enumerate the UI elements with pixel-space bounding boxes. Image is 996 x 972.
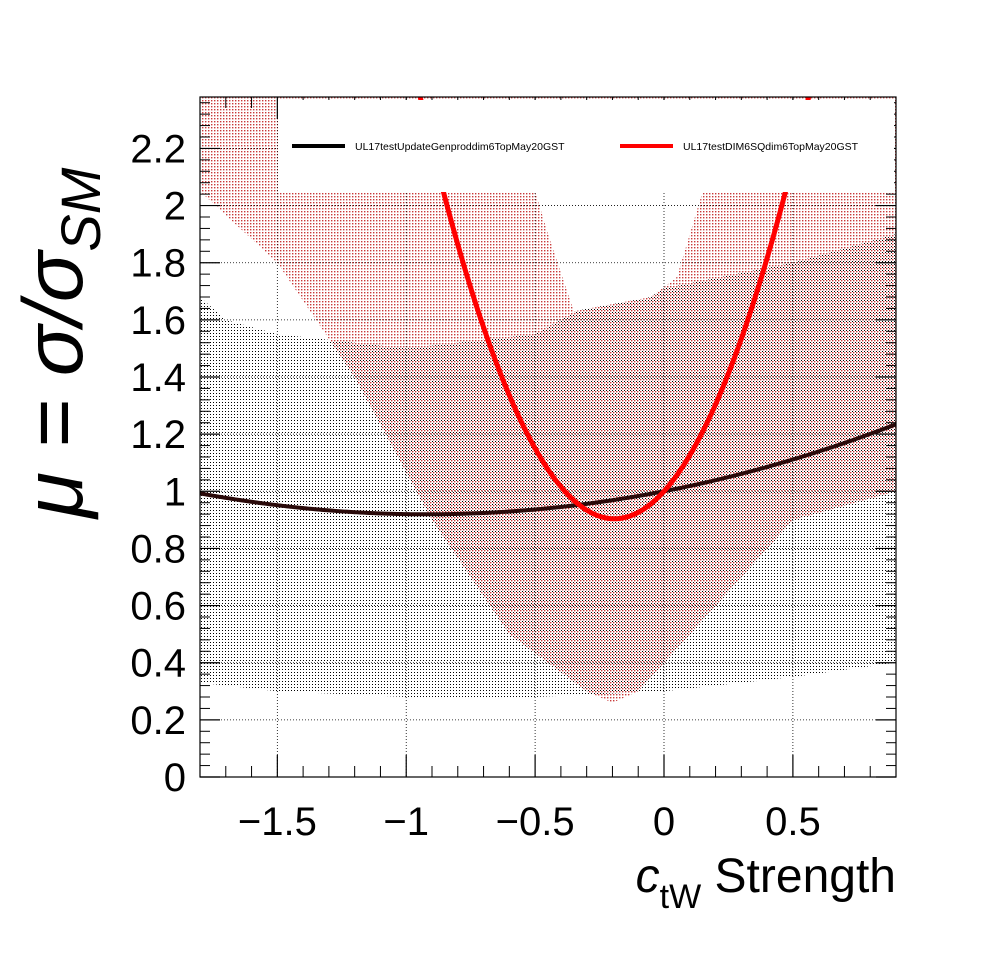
y-tick-label: 1 (164, 470, 186, 514)
legend-box (278, 100, 894, 192)
svg-text:μ = σ/σSM: μ = σ/σSM (6, 167, 112, 520)
series-line-1 (417, 97, 812, 522)
x-tick-label: 0.5 (765, 800, 821, 844)
y-axis-lhs: μ = σ/σ (6, 248, 100, 520)
y-tick-label: 0 (164, 756, 186, 800)
x-axis-subscript: tW (660, 878, 702, 916)
y-tick-label: 0.2 (130, 699, 186, 743)
y-tick-label: 0.8 (130, 527, 186, 571)
x-tick-label: 0 (653, 800, 675, 844)
axes: −1.5 −1 −0.5 0 0.5 0 0.2 0.4 0.6 0.8 1 1.2 1.4 1.6 1.8… (130, 97, 897, 844)
x-axis-title: ctW Strength (636, 850, 896, 916)
legend: UL17testUpdateGenproddim6TopMay20GST UL1… (278, 100, 894, 192)
y-tick-label: 1.8 (130, 242, 186, 286)
band-gap (535, 191, 703, 312)
x-axis-suffix: Strength (701, 850, 896, 903)
series-line-0 (200, 422, 896, 517)
y-axis-subscript: SM (49, 167, 112, 251)
plot-frame (199, 96, 897, 778)
y-tick-label: 0.6 (130, 585, 186, 629)
legend-label-red: UL17testDIM6SQdim6TopMay20GST (683, 141, 859, 153)
band-red (200, 97, 896, 703)
y-tick-label: 2 (164, 185, 186, 229)
curves (200, 97, 896, 522)
y-tick-label: 2.2 (130, 127, 186, 171)
y-tick-label: 1.4 (130, 356, 186, 400)
x-tick-label: −1.5 (238, 800, 317, 844)
y-tick-label: 0.4 (130, 642, 186, 686)
y-tick-label: 1.2 (130, 413, 186, 457)
y-axis-title: μ = σ/σSM (6, 167, 112, 520)
y-tick-label: 1.6 (130, 299, 186, 343)
legend-label-black: UL17testUpdateGenproddim6TopMay20GST (355, 141, 565, 153)
x-tick-label: −0.5 (496, 800, 575, 844)
x-axis-symbol: c (636, 850, 660, 903)
x-tick-label: −1 (383, 800, 429, 844)
svg-text:ctW Strength: ctW Strength (636, 850, 896, 916)
